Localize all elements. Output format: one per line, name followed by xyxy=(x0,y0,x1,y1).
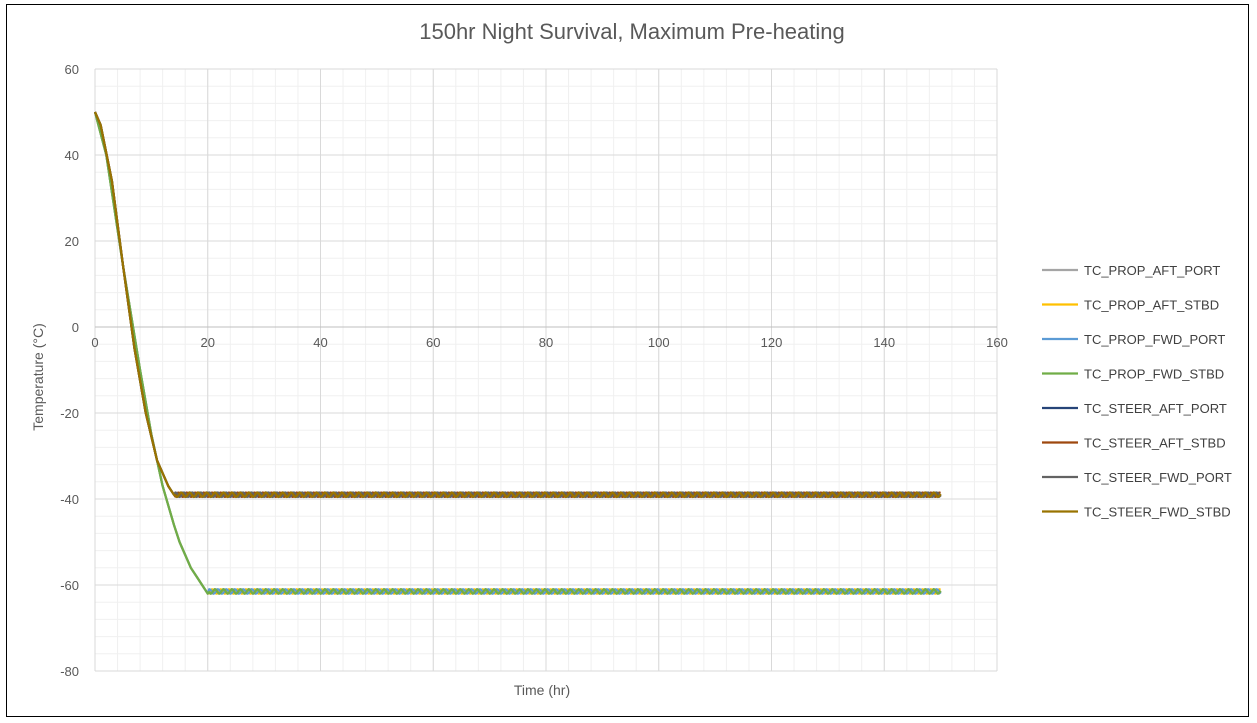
series-line-tc-prop-aft-port xyxy=(93,111,942,595)
y-tick-label: -20 xyxy=(60,406,79,421)
y-tick-label: 0 xyxy=(72,320,79,335)
legend-label: TC_PROP_AFT_STBD xyxy=(1084,298,1219,313)
x-tick-label: 80 xyxy=(539,335,553,350)
x-tick-label: 140 xyxy=(873,335,895,350)
series-line-tc-prop-fwd-stbd xyxy=(93,111,942,595)
legend: TC_PROP_AFT_PORT TC_PROP_AFT_STBD TC_PROP_… xyxy=(1042,263,1232,520)
x-tick-label: 100 xyxy=(648,335,670,350)
legend-label: TC_STEER_FWD_STBD xyxy=(1084,505,1231,520)
legend-label: TC_PROP_AFT_PORT xyxy=(1084,263,1220,278)
tick-labels: 0 20 40 60 80 100 120 140 160 60 40 20 0 -20 -40 -60 -80 xyxy=(60,62,1008,679)
y-tick-label: 60 xyxy=(65,62,79,77)
y-axis-label: Temperature (°C) xyxy=(30,323,46,431)
legend-label: TC_STEER_FWD_PORT xyxy=(1084,470,1232,485)
legend-label: TC_PROP_FWD_STBD xyxy=(1084,367,1224,382)
series-line-tc-steer-aft-port xyxy=(93,111,942,498)
x-tick-label: 20 xyxy=(201,335,215,350)
x-tick-label: 160 xyxy=(986,335,1008,350)
legend-label: TC_PROP_FWD_PORT xyxy=(1084,332,1225,347)
x-tick-label: 0 xyxy=(91,335,98,350)
series-line-tc-steer-fwd-port xyxy=(93,111,942,499)
chart-svg: 150hr Night Survival, Maximum Pre-heatin… xyxy=(30,19,1232,698)
y-tick-label: 20 xyxy=(65,234,79,249)
series-lines xyxy=(93,111,942,595)
legend-item: TC_PROP_FWD_PORT xyxy=(1042,332,1225,347)
legend-item: TC_STEER_AFT_PORT xyxy=(1042,401,1227,416)
y-tick-label: -40 xyxy=(60,492,79,507)
legend-label: TC_STEER_AFT_STBD xyxy=(1084,436,1226,451)
series-line-tc-prop-fwd-port xyxy=(93,111,942,595)
y-tick-label: -60 xyxy=(60,578,79,593)
legend-label: TC_STEER_AFT_PORT xyxy=(1084,401,1227,416)
legend-item: TC_PROP_AFT_PORT xyxy=(1042,263,1220,278)
y-tick-label: -80 xyxy=(60,664,79,679)
x-axis-label: Time (hr) xyxy=(514,682,570,698)
chart-frame: 150hr Night Survival, Maximum Pre-heatin… xyxy=(6,4,1249,717)
legend-item: TC_STEER_FWD_PORT xyxy=(1042,470,1232,485)
series-line-tc-steer-aft-stbd xyxy=(93,111,941,498)
series-line-tc-prop-aft-stbd xyxy=(93,111,941,595)
x-tick-label: 60 xyxy=(426,335,440,350)
legend-item: TC_STEER_FWD_STBD xyxy=(1042,505,1231,520)
major-gridlines xyxy=(94,68,998,672)
chart-title: 150hr Night Survival, Maximum Pre-heatin… xyxy=(419,19,845,44)
series-line-tc-steer-fwd-stbd xyxy=(93,111,942,499)
legend-item: TC_PROP_AFT_STBD xyxy=(1042,298,1219,313)
x-tick-label: 120 xyxy=(761,335,783,350)
legend-item: TC_PROP_FWD_STBD xyxy=(1042,367,1224,382)
y-tick-label: 40 xyxy=(65,148,79,163)
x-tick-label: 40 xyxy=(313,335,327,350)
legend-item: TC_STEER_AFT_STBD xyxy=(1042,436,1226,451)
